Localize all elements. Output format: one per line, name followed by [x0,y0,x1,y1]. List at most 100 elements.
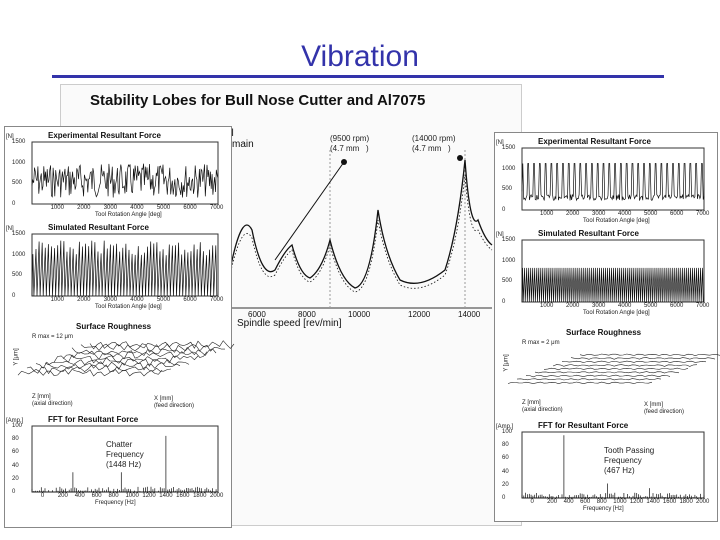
exp-force-x-tick: 6000 [670,211,684,217]
sim-force-x-tick: 6000 [183,297,197,303]
roughness-surface [17,340,235,377]
sim-force-x-tick: 5000 [156,297,171,303]
annotation-9500rpm: (9500 rpm) (4.7 mm ) [330,134,370,153]
fft-x-label: Frequency [Hz] [583,506,624,512]
fft-x-tick: 200 [547,499,558,505]
exp-force-title: Experimental Resultant Force [538,137,651,146]
sim-force-y-tick: 1500 [12,231,26,237]
slide-title: Vibration [301,40,419,73]
fft-x-tick: 200 [57,493,68,499]
sim-force-unit: [N] [6,226,14,232]
fft-note: Chatter Frequency (1448 Hz) [106,440,144,469]
title-underline [52,75,664,78]
sim-force-x-tick: 3000 [592,303,606,309]
sim-force-x-tick: 2000 [77,297,91,303]
sim-force-y-tick: 500 [12,272,23,279]
exp-force-x-tick: 1000 [50,205,64,211]
sim-force-x-label: Tool Rotation Angle [deg] [95,304,162,310]
sim-force-plot [31,233,219,297]
roughness-surface [507,353,720,385]
fft-x-tick: 800 [596,499,607,505]
fft-y-tick: 20 [12,475,19,482]
sim-force-signal [31,240,218,297]
fft-note: Tooth Passing Frequency (467 Hz) [604,446,655,475]
lobe-curve-sim [229,174,493,293]
fft-x-tick: 1800 [679,499,693,505]
exp-force-x-label: Tool Rotation Angle [deg] [583,218,650,224]
lobe-x-axis-label: Spindle speed [rev/min] [237,318,342,329]
exp-force-x-tick: 7000 [210,205,224,211]
roughness-rmax: R max = 12 μm [32,334,73,340]
fft-x-tick: 400 [563,499,574,505]
roughness-title: Surface Roughness [566,328,642,337]
exp-force-x-tick: 1000 [540,211,554,217]
exp-force-x-tick: 7000 [696,211,710,217]
roughness-rmax: R max = 2 μm [522,340,560,346]
fft-x-tick: 0 [530,499,534,505]
exp-force-x-tick: 2000 [77,205,91,211]
fft-unit: [Amp.] [496,424,514,430]
fft-x-tick: 1800 [193,493,207,499]
exp-force-x-tick: 5000 [644,211,658,217]
sim-force-y-tick: 0 [502,299,506,305]
sim-force-x-tick: 6000 [670,303,684,309]
fft-y-tick: 80 [502,442,509,449]
fft-y-tick: 100 [12,423,23,429]
lobe-x-tick: 10000 [348,310,371,319]
exp-force-y-tick: 1000 [12,159,26,166]
fft-y-tick: 60 [502,455,509,462]
sim-force-plot [521,239,705,303]
sim-force-x-tick: 7000 [696,303,710,309]
fft-plot [521,431,705,499]
sim-force-x-label: Tool Rotation Angle [deg] [583,310,650,316]
roughness-z-label: Z [mm] (axial direction) [32,394,73,407]
exp-force-plot [521,147,705,211]
stability-lobe-plot [229,150,493,309]
exp-force-y-tick: 1500 [12,139,26,145]
sim-force-y-tick: 1500 [502,237,516,243]
fft-y-tick: 100 [502,429,513,435]
left-result-panel [4,126,232,528]
roughness-x-label: X [mm] (feed direction) [154,396,195,409]
exp-force-y-tick: 0 [12,201,16,207]
fft-x-tick: 1200 [629,499,644,505]
fft-x-tick: 2000 [210,493,224,499]
fft-x-label: Frequency [Hz] [95,500,136,506]
sim-force-y-tick: 500 [502,278,513,285]
annotation-14000rpm: (14000 rpm) (4.7 mm ) [412,134,456,153]
exp-force-x-tick: 3000 [592,211,606,217]
roughness-title: Surface Roughness [76,322,152,331]
exp-force-x-tick: 4000 [618,211,632,217]
exp-force-y-tick: 500 [502,186,513,193]
exp-force-signal [521,163,705,202]
fft-title: FFT for Resultant Force [538,421,629,430]
exp-force-unit: [N] [6,134,14,140]
sim-force-signal [521,267,704,303]
exp-force-x-tick: 6000 [183,205,197,211]
sim-force-x-tick: 5000 [644,303,658,309]
lobe-curve [229,159,493,289]
fft-x-tick: 0 [40,493,45,499]
fft-x-tick: 1400 [646,499,660,505]
fft-y-tick: 40 [502,468,509,475]
fft-unit: [Amp.] [6,418,24,424]
sim-force-x-tick: 3000 [103,297,118,303]
sim-force-x-tick: 4000 [618,303,632,309]
roughness-x-label: X [mm] (feed direction) [644,402,685,415]
fft-x-tick: 1600 [662,499,677,505]
lobe-x-tick: 12000 [408,310,431,319]
sim-force-unit: [N] [496,232,504,238]
roughness-z-label: Z [mm] (axial direction) [522,400,563,413]
lobe-x-tick: 6000 [248,310,266,319]
exp-force-unit: [N] [496,140,504,146]
exp-force-x-tick: 5000 [156,205,171,211]
fft-x-tick: 1000 [125,493,139,499]
sim-force-title: Simulated Resultant Force [538,229,639,238]
fft-title: FFT for Resultant Force [48,415,139,424]
sim-force-x-tick: 2000 [566,303,580,309]
sim-force-y-tick: 1000 [12,251,26,258]
exp-force-signal [31,163,219,198]
fft-y-tick: 20 [502,481,509,488]
fft-x-tick: 1600 [176,493,190,499]
fft-y-tick: 40 [12,462,19,469]
